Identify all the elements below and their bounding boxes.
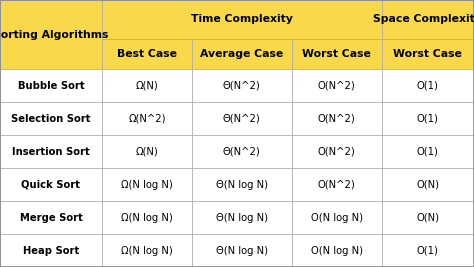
Text: O(N^2): O(N^2) bbox=[318, 180, 356, 190]
Text: O(1): O(1) bbox=[417, 147, 439, 157]
Text: Ω(N): Ω(N) bbox=[136, 81, 158, 91]
Text: Worst Case: Worst Case bbox=[393, 49, 462, 59]
Text: Average Case: Average Case bbox=[200, 49, 283, 59]
Bar bbox=[292, 234, 382, 267]
Bar bbox=[292, 39, 382, 69]
Bar bbox=[192, 39, 292, 69]
Text: Insertion Sort: Insertion Sort bbox=[12, 147, 90, 157]
Text: O(N log N): O(N log N) bbox=[310, 213, 363, 223]
Text: Merge Sort: Merge Sort bbox=[19, 213, 82, 223]
Bar bbox=[192, 201, 292, 234]
Bar bbox=[102, 102, 192, 135]
Text: Ω(N^2): Ω(N^2) bbox=[128, 114, 166, 124]
Text: Θ(N log N): Θ(N log N) bbox=[216, 180, 268, 190]
Bar bbox=[192, 168, 292, 201]
Bar bbox=[102, 168, 192, 201]
Bar bbox=[0, 0, 102, 69]
Bar bbox=[382, 39, 474, 69]
Bar bbox=[292, 102, 382, 135]
Text: Worst Case: Worst Case bbox=[302, 49, 371, 59]
Bar bbox=[292, 135, 382, 168]
Text: Quick Sort: Quick Sort bbox=[21, 180, 81, 190]
Bar bbox=[192, 102, 292, 135]
Bar bbox=[0, 168, 102, 201]
Bar bbox=[382, 168, 474, 201]
Text: Θ(N^2): Θ(N^2) bbox=[223, 147, 261, 157]
Bar bbox=[382, 0, 474, 39]
Bar bbox=[0, 102, 102, 135]
Text: O(N): O(N) bbox=[416, 213, 439, 223]
Text: O(N^2): O(N^2) bbox=[318, 147, 356, 157]
Text: O(N^2): O(N^2) bbox=[318, 81, 356, 91]
Text: Ω(N log N): Ω(N log N) bbox=[121, 213, 173, 223]
Text: Bubble Sort: Bubble Sort bbox=[18, 81, 84, 91]
Text: Θ(N^2): Θ(N^2) bbox=[223, 81, 261, 91]
Text: Ω(N log N): Ω(N log N) bbox=[121, 246, 173, 256]
Text: O(1): O(1) bbox=[417, 246, 439, 256]
Text: Heap Sort: Heap Sort bbox=[23, 246, 79, 256]
Text: O(N^2): O(N^2) bbox=[318, 114, 356, 124]
Bar bbox=[192, 135, 292, 168]
Text: Space Complexity: Space Complexity bbox=[374, 14, 474, 24]
Text: Best Case: Best Case bbox=[117, 49, 177, 59]
Bar bbox=[102, 39, 192, 69]
Text: Ω(N log N): Ω(N log N) bbox=[121, 180, 173, 190]
Text: Θ(N^2): Θ(N^2) bbox=[223, 114, 261, 124]
Text: Θ(N log N): Θ(N log N) bbox=[216, 213, 268, 223]
Text: Ω(N): Ω(N) bbox=[136, 147, 158, 157]
Bar bbox=[382, 69, 474, 102]
Bar bbox=[102, 201, 192, 234]
Text: Sorting Algorithms: Sorting Algorithms bbox=[0, 30, 109, 40]
Bar bbox=[382, 135, 474, 168]
Text: O(1): O(1) bbox=[417, 81, 439, 91]
Bar bbox=[102, 234, 192, 267]
Bar bbox=[0, 69, 102, 102]
Bar bbox=[382, 234, 474, 267]
Text: O(N): O(N) bbox=[416, 180, 439, 190]
Text: Θ(N log N): Θ(N log N) bbox=[216, 246, 268, 256]
Bar bbox=[382, 201, 474, 234]
Bar bbox=[292, 168, 382, 201]
Bar bbox=[102, 0, 382, 39]
Bar bbox=[292, 201, 382, 234]
Text: Time Complexity: Time Complexity bbox=[191, 14, 292, 24]
Bar bbox=[0, 234, 102, 267]
Bar bbox=[192, 234, 292, 267]
Bar bbox=[382, 102, 474, 135]
Bar bbox=[102, 135, 192, 168]
Bar bbox=[0, 201, 102, 234]
Bar bbox=[192, 69, 292, 102]
Text: O(1): O(1) bbox=[417, 114, 439, 124]
Bar bbox=[292, 69, 382, 102]
Bar bbox=[0, 135, 102, 168]
Text: O(N log N): O(N log N) bbox=[310, 246, 363, 256]
Text: Selection Sort: Selection Sort bbox=[11, 114, 91, 124]
Bar bbox=[102, 69, 192, 102]
